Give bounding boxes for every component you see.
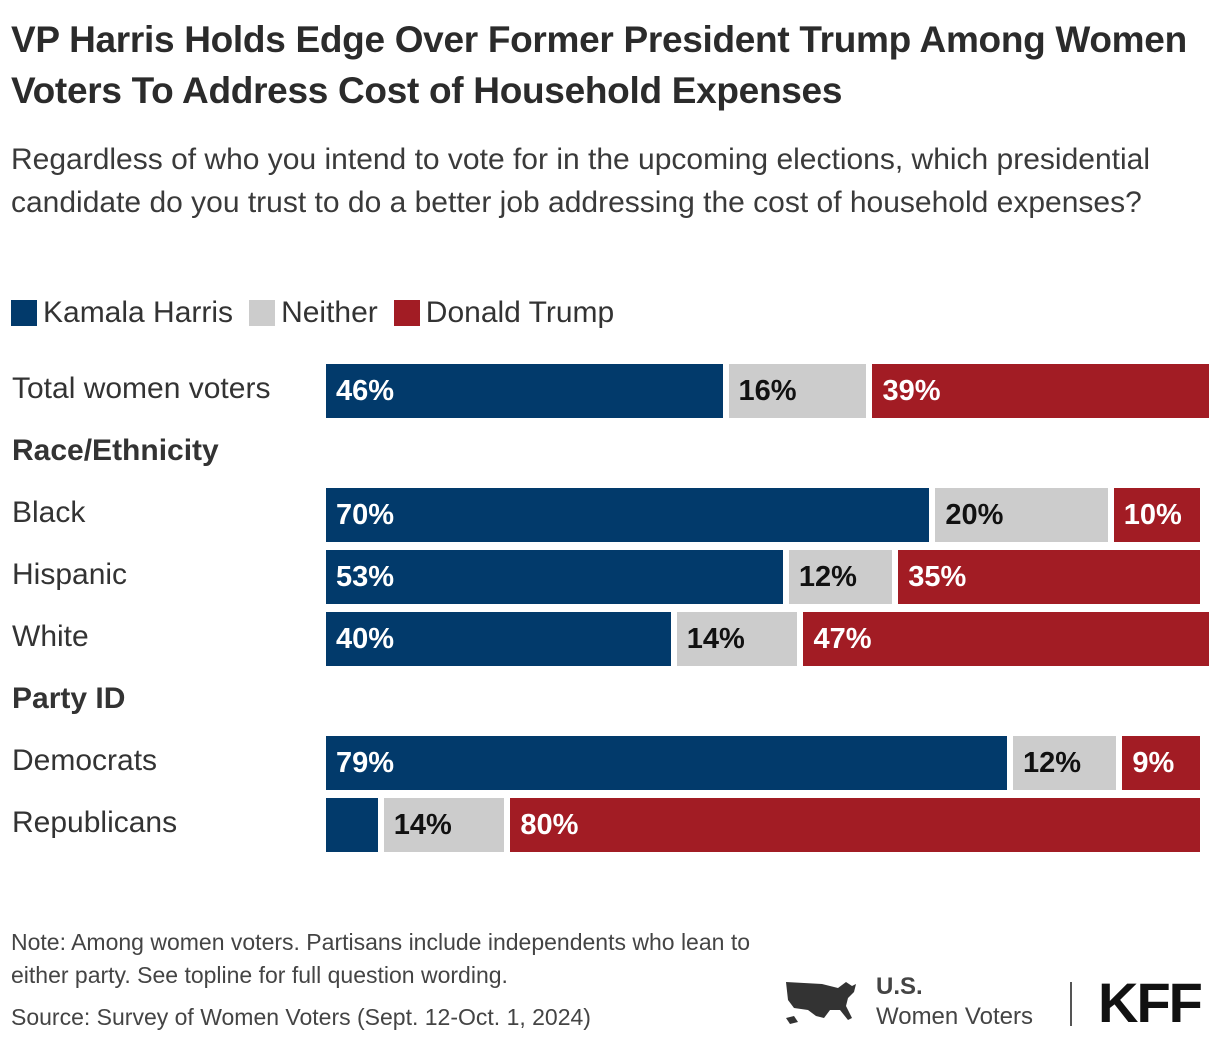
- legend-item-neither: Neither: [249, 296, 378, 330]
- chart-subtitle: Regardless of who you intend to vote for…: [11, 143, 1150, 219]
- bar-segment-trump: [803, 612, 1209, 666]
- data-label: 39%: [882, 375, 941, 407]
- data-label: 14%: [393, 809, 452, 841]
- bar-segment-neither: [383, 798, 505, 852]
- legend-swatch: [249, 300, 276, 326]
- logo-line1: U.S.: [876, 973, 923, 1000]
- category-label: Black: [12, 496, 86, 529]
- group-header: Race/Ethnicity: [12, 434, 219, 467]
- data-label: 10%: [1123, 499, 1182, 531]
- logo-divider: [1070, 982, 1072, 1026]
- kff-logo: KFF: [1098, 971, 1203, 1034]
- bar-segment-trump: [1122, 736, 1200, 790]
- note-text: Note: Among women voters. Partisans incl…: [11, 929, 750, 988]
- category-label: White: [12, 620, 89, 653]
- legend: Kamala Harris Neither Donald Trump: [11, 296, 614, 330]
- bar-segment-trump: [898, 550, 1200, 604]
- data-label: 14%: [686, 623, 745, 655]
- bar-segment-harris: [326, 488, 930, 542]
- data-label: 79%: [336, 747, 395, 779]
- category-label: Total women voters: [12, 372, 271, 405]
- data-label: 12%: [798, 561, 857, 593]
- data-label: 70%: [336, 499, 395, 531]
- category-label: Democrats: [12, 744, 158, 777]
- data-label: 80%: [520, 809, 579, 841]
- logo-line2: Women Voters: [876, 1003, 1033, 1030]
- data-label: 20%: [945, 499, 1004, 531]
- bar-segment-neither: [728, 364, 867, 418]
- us-map-icon: [786, 982, 856, 1024]
- data-label: 53%: [336, 561, 395, 593]
- legend-item-harris: Kamala Harris: [11, 296, 233, 330]
- category-label: Republicans: [12, 806, 178, 839]
- bar-segment-harris: [326, 736, 1007, 790]
- bar-segment-trump: [872, 364, 1209, 418]
- bar-segment-trump: [510, 798, 1200, 852]
- legend-swatch: [11, 300, 37, 326]
- data-label: 47%: [813, 623, 872, 655]
- legend-label: Kamala Harris: [43, 296, 234, 329]
- legend-swatch: [393, 300, 420, 326]
- data-label: 46%: [336, 375, 395, 407]
- data-label: 9%: [1132, 747, 1175, 779]
- bar-segment-neither: [788, 550, 893, 604]
- data-label: 40%: [336, 623, 395, 655]
- group-header: Party ID: [12, 682, 126, 715]
- bar-segment-neither: [935, 488, 1108, 542]
- bar-segment-neither: [1012, 736, 1117, 790]
- data-label: 16%: [738, 375, 797, 407]
- legend-label: Neither: [281, 296, 378, 329]
- source-text: Source: Survey of Women Voters (Sept. 12…: [11, 1004, 591, 1030]
- data-label: 12%: [1022, 747, 1082, 779]
- bar-segment-trump: [1113, 488, 1200, 542]
- bar-segment-harris: [326, 364, 723, 418]
- bar-segment-harris: [326, 612, 671, 666]
- data-label: 35%: [908, 561, 967, 593]
- legend-item-trump: Donald Trump: [393, 296, 615, 330]
- legend-label: Donald Trump: [425, 296, 615, 329]
- bar-segment-neither: [676, 612, 798, 666]
- us-women-voters-logo: U.S. Women Voters: [876, 972, 1033, 1032]
- chart-title: VP Harris Holds Edge Over Former Preside…: [11, 19, 1187, 111]
- bar-segment-harris: [326, 798, 378, 852]
- category-label: Hispanic: [12, 558, 128, 591]
- bar-segment-harris: [326, 550, 783, 604]
